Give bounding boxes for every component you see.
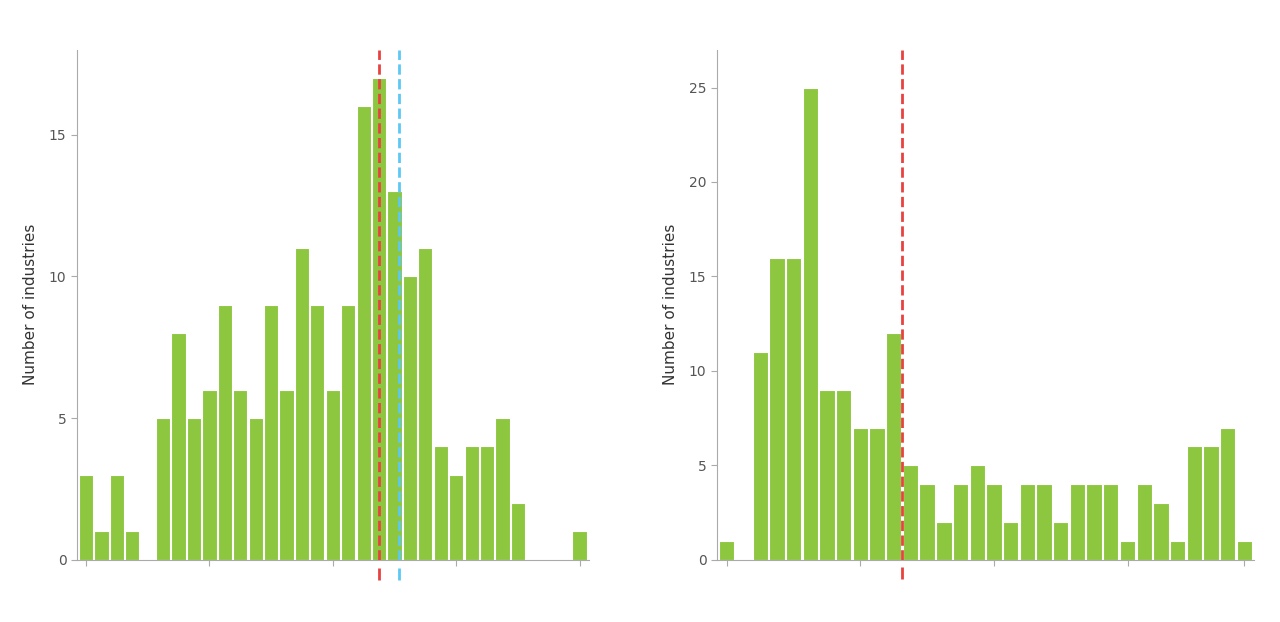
Bar (218, 305, 232, 560)
Bar (1004, 522, 1019, 560)
Bar (495, 418, 509, 560)
Bar (753, 352, 768, 560)
Y-axis label: Number of industries: Number of industries (663, 224, 677, 386)
Bar (125, 531, 140, 560)
Bar (110, 475, 124, 560)
Bar (434, 447, 448, 560)
Bar (769, 258, 785, 560)
Bar (310, 305, 324, 560)
Bar (1203, 447, 1219, 560)
Bar (1037, 485, 1052, 560)
Bar (1153, 503, 1169, 560)
Bar (572, 531, 586, 560)
Bar (279, 390, 293, 560)
Bar (902, 465, 918, 560)
Bar (819, 390, 835, 560)
Bar (95, 531, 109, 560)
Bar (1170, 541, 1185, 560)
Bar (1187, 447, 1202, 560)
Y-axis label: Number of industries: Number of industries (23, 224, 37, 386)
Bar (869, 427, 884, 560)
Bar (987, 485, 1002, 560)
Bar (1137, 485, 1152, 560)
Bar (342, 305, 356, 560)
Bar (187, 418, 201, 560)
Bar (936, 522, 951, 560)
Bar (465, 447, 479, 560)
Bar (511, 503, 525, 560)
Bar (79, 475, 93, 560)
Bar (786, 258, 801, 560)
Bar (357, 106, 371, 560)
Bar (325, 390, 340, 560)
Bar (1220, 427, 1235, 560)
Bar (1020, 485, 1036, 560)
Bar (248, 418, 262, 560)
Bar (1120, 541, 1135, 560)
Bar (1236, 541, 1252, 560)
Bar (803, 88, 818, 560)
Bar (836, 390, 851, 560)
Bar (172, 333, 186, 560)
Bar (233, 390, 247, 560)
Bar (372, 78, 387, 560)
Bar (419, 248, 433, 560)
Bar (1087, 485, 1102, 560)
Bar (264, 305, 278, 560)
Bar (919, 485, 934, 560)
Bar (1103, 485, 1119, 560)
Bar (388, 192, 402, 560)
Bar (403, 276, 417, 560)
Bar (969, 465, 984, 560)
Bar (480, 447, 494, 560)
Bar (156, 418, 170, 560)
Bar (1053, 522, 1069, 560)
Bar (852, 427, 868, 560)
Bar (202, 390, 216, 560)
Bar (886, 333, 901, 560)
Bar (449, 475, 463, 560)
Bar (294, 248, 308, 560)
Bar (1070, 485, 1085, 560)
Bar (952, 485, 968, 560)
Bar (719, 541, 735, 560)
